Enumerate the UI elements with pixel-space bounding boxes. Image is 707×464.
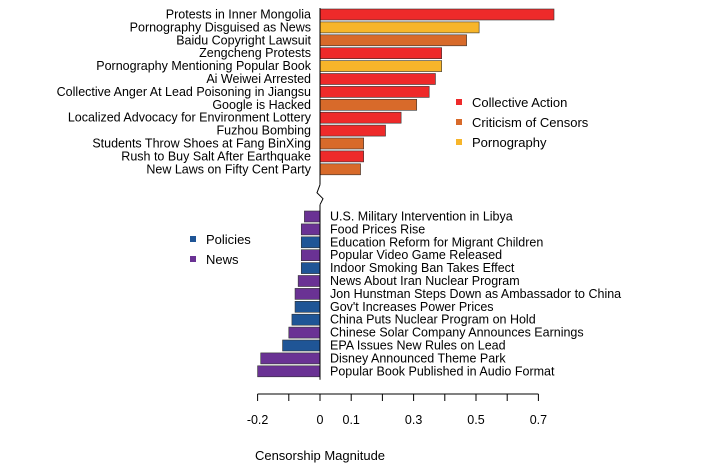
bar-chinese-solar-company-announces-earnings bbox=[288, 326, 321, 339]
bar-label: U.S. Military Intervention in Libya bbox=[330, 210, 513, 224]
bar-label: Popular Video Game Released bbox=[330, 248, 502, 262]
bar-collective-anger-at-lead-poisoning-in-jiangsu bbox=[319, 86, 430, 98]
bar-news-about-iran-nuclear-program bbox=[297, 275, 321, 287]
bar-education-reform-for-migrant-children bbox=[300, 236, 321, 249]
legend-label-pornography: Pornography bbox=[472, 135, 547, 150]
legend-label-news: News bbox=[206, 252, 239, 267]
x-axis-title: Censorship Magnitude bbox=[255, 448, 385, 463]
bar-label: Disney Announced Theme Park bbox=[330, 351, 506, 365]
bar-popular-book-published-in-audio-format bbox=[257, 365, 321, 378]
bar-label: Pornography Mentioning Popular Book bbox=[96, 59, 311, 73]
bar-new-laws-on-fifty-cent-party bbox=[319, 163, 361, 176]
bar-pornography-disguised-as-news bbox=[319, 21, 480, 34]
x-tick-label: 0.7 bbox=[530, 413, 547, 427]
legend-label-policies: Policies bbox=[206, 232, 251, 247]
x-tick-label: 0.3 bbox=[405, 413, 422, 427]
bar-label: Pornography Disguised as News bbox=[130, 20, 311, 34]
bar-label: Ai Weiwei Arrested bbox=[206, 72, 311, 86]
x-tick-label: 0.1 bbox=[343, 413, 360, 427]
x-axis: -0.2 0 0.1 0.3 0.5 0.7 bbox=[247, 393, 547, 427]
bar-fuzhou-bombing bbox=[319, 124, 386, 137]
bar-label: Zengcheng Protests bbox=[199, 46, 311, 60]
bar-pornography-mentioning-popular-book bbox=[319, 60, 442, 72]
bar-label: Students Throw Shoes at Fang BinXing bbox=[92, 137, 311, 151]
bar-label: Food Prices Rise bbox=[330, 222, 425, 236]
bar-jon-hunstman-steps-down-as-ambassador-to-china bbox=[294, 288, 321, 300]
bar-label: Localized Advocacy for Environment Lotte… bbox=[68, 111, 312, 125]
bar-zengcheng-protests bbox=[319, 47, 442, 60]
legend-bottom: Policies News bbox=[190, 232, 251, 267]
bar-label: Gov't Increases Power Prices bbox=[330, 300, 494, 314]
bar-baidu-copyright-lawsuit bbox=[319, 34, 467, 47]
bar-label: Rush to Buy Salt After Earthquake bbox=[121, 149, 311, 163]
bar-epa-issues-new-rules-on-lead bbox=[282, 339, 321, 352]
legend-swatch-policies bbox=[190, 236, 196, 242]
bar-label: Fuzhou Bombing bbox=[216, 124, 311, 138]
bar-ai-weiwei-arrested bbox=[319, 73, 436, 85]
bar-students-throw-shoes-at-fang-binxing bbox=[319, 137, 364, 150]
legend-swatch-collective-action bbox=[456, 99, 462, 105]
bar-china-puts-nuclear-program-on-hold bbox=[291, 313, 321, 326]
legend-swatch-criticism-of-censors bbox=[456, 119, 462, 125]
bar-label: Jon Hunstman Steps Down as Ambassador to… bbox=[330, 287, 621, 301]
bar-popular-video-game-released bbox=[300, 249, 321, 261]
bar-google-is-hacked bbox=[319, 99, 418, 111]
bar-label: Google is Hacked bbox=[212, 98, 311, 112]
bar-label: Collective Anger At Lead Poisoning in Ji… bbox=[57, 85, 311, 99]
x-tick-label: -0.2 bbox=[247, 413, 269, 427]
bar-label: Popular Book Published in Audio Format bbox=[330, 364, 555, 378]
legend-label-collective-action: Collective Action bbox=[472, 95, 567, 110]
x-tick-label: 0.5 bbox=[467, 413, 484, 427]
bar-label: News About Iran Nuclear Program bbox=[330, 274, 520, 288]
bar-label: EPA Issues New Rules on Lead bbox=[330, 339, 506, 353]
bar-label: Baidu Copyright Lawsuit bbox=[176, 33, 311, 47]
bar-label: Indoor Smoking Ban Takes Effect bbox=[330, 261, 515, 275]
bar-gov-t-increases-power-prices bbox=[294, 300, 321, 313]
legend-swatch-news bbox=[190, 256, 196, 262]
bottom-group-bars: U.S. Military Intervention in LibyaFood … bbox=[257, 210, 621, 378]
bar-u-s-military-intervention-in-libya bbox=[304, 210, 321, 223]
bar-label: New Laws on Fifty Cent Party bbox=[146, 162, 311, 176]
bar-food-prices-rise bbox=[300, 223, 321, 236]
bar-disney-announced-theme-park bbox=[260, 352, 321, 365]
bar-indoor-smoking-ban-takes-effect bbox=[300, 262, 321, 274]
axis-lines bbox=[316, 8, 324, 380]
bar-protests-in-inner-mongolia bbox=[319, 8, 555, 21]
legend-label-criticism-of-censors: Criticism of Censors bbox=[472, 115, 589, 130]
bar-label: Protests in Inner Mongolia bbox=[166, 8, 311, 22]
bar-rush-to-buy-salt-after-earthquake bbox=[319, 150, 364, 163]
bar-label: Chinese Solar Company Announces Earnings bbox=[330, 326, 584, 340]
bar-label: China Puts Nuclear Program on Hold bbox=[330, 313, 536, 327]
axis-break-mark bbox=[316, 184, 324, 205]
bar-localized-advocacy-for-environment-lottery bbox=[319, 111, 402, 124]
legend-top: Collective Action Criticism of Censors Por… bbox=[456, 95, 589, 150]
bar-label: Education Reform for Migrant Children bbox=[330, 235, 543, 249]
legend-swatch-pornography bbox=[456, 139, 462, 145]
x-tick-label: 0 bbox=[317, 413, 324, 427]
